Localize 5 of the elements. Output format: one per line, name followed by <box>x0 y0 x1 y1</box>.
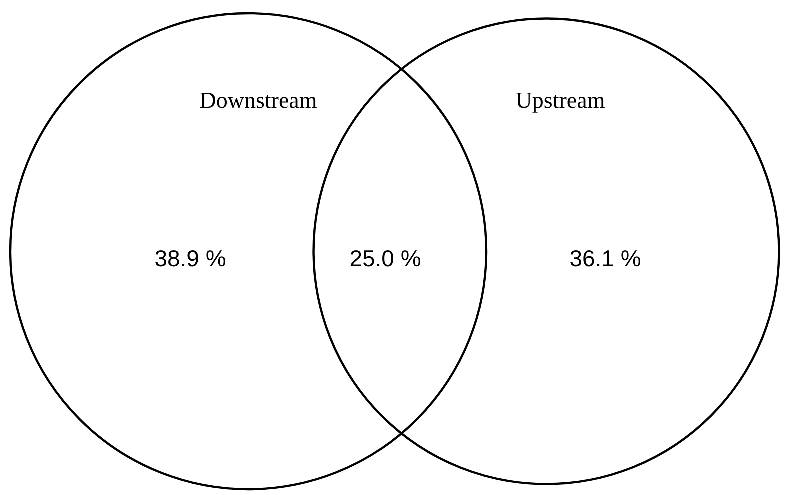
data-label: 36.1 % <box>570 246 642 272</box>
data-label: 25.0 % <box>350 246 422 272</box>
category-label: Downstream <box>200 88 318 113</box>
category-label: Upstream <box>516 88 606 113</box>
data-label: 38.9 % <box>154 246 226 272</box>
